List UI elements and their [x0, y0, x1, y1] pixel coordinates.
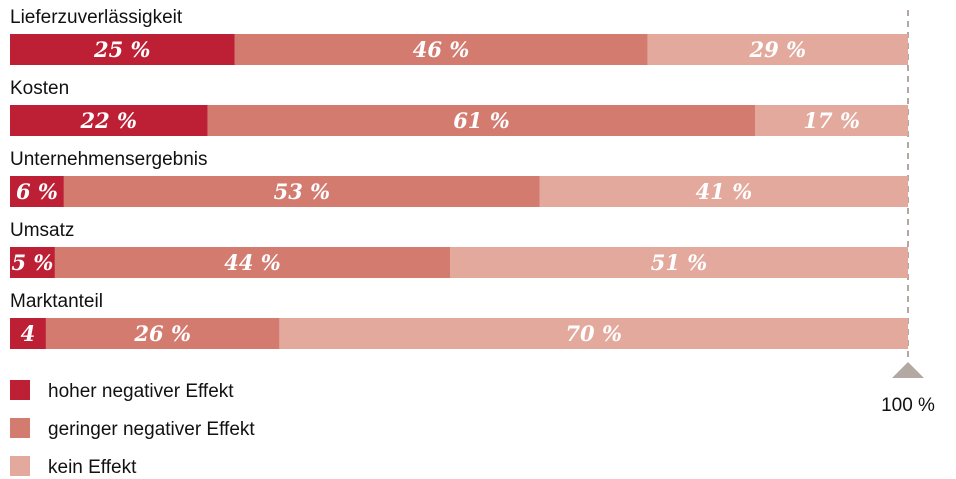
bar-segment: [450, 247, 908, 278]
data-label: 26 %: [133, 321, 191, 346]
category-label: Lieferzuverlässigkeit: [10, 7, 183, 28]
bar-segment: [10, 247, 55, 278]
bar-segment: [539, 176, 908, 207]
bar-segment: [54, 247, 451, 278]
bar-segment: [10, 318, 46, 349]
data-label: 44 %: [224, 250, 281, 275]
legend-label: geringer negativer Effekt: [48, 419, 255, 440]
data-label: 4: [21, 321, 36, 346]
legend-swatch: [10, 456, 30, 476]
data-label: 53 %: [274, 179, 331, 204]
bar-segment: [755, 105, 908, 136]
category-label: Unternehmensergebnis: [10, 149, 208, 170]
data-label: 70 %: [565, 321, 622, 346]
bar-segment: [63, 176, 540, 207]
reference-line-label: 100 %: [881, 395, 935, 416]
bar-segment: [10, 105, 208, 136]
bar-segment: [10, 34, 235, 65]
legend-swatch: [10, 380, 30, 400]
bar-segment: [279, 318, 908, 349]
bar-segment: [207, 105, 756, 136]
data-label: 5 %: [12, 250, 54, 275]
bar-segment: [45, 318, 280, 349]
category-label: Kosten: [10, 78, 69, 99]
legend-swatch: [10, 418, 30, 438]
data-label: 51 %: [651, 250, 708, 275]
data-label: 22 %: [80, 108, 138, 133]
reference-marker-triangle: [892, 362, 924, 378]
data-label: 29 %: [749, 37, 807, 62]
category-label: Marktanteil: [10, 291, 103, 312]
data-label: 41 %: [696, 179, 753, 204]
bar-segment: [10, 176, 64, 207]
data-label: 17 %: [803, 108, 860, 133]
legend-label: hoher negativer Effekt: [48, 381, 234, 402]
data-label: 6 %: [16, 179, 58, 204]
category-label: Umsatz: [10, 220, 74, 241]
data-label: 25 %: [93, 37, 151, 62]
bar-segment: [234, 34, 648, 65]
bar-segment: [647, 34, 908, 65]
legend-label: kein Effekt: [48, 457, 137, 478]
data-label: 46 %: [413, 37, 470, 62]
data-label: 61 %: [453, 108, 510, 133]
